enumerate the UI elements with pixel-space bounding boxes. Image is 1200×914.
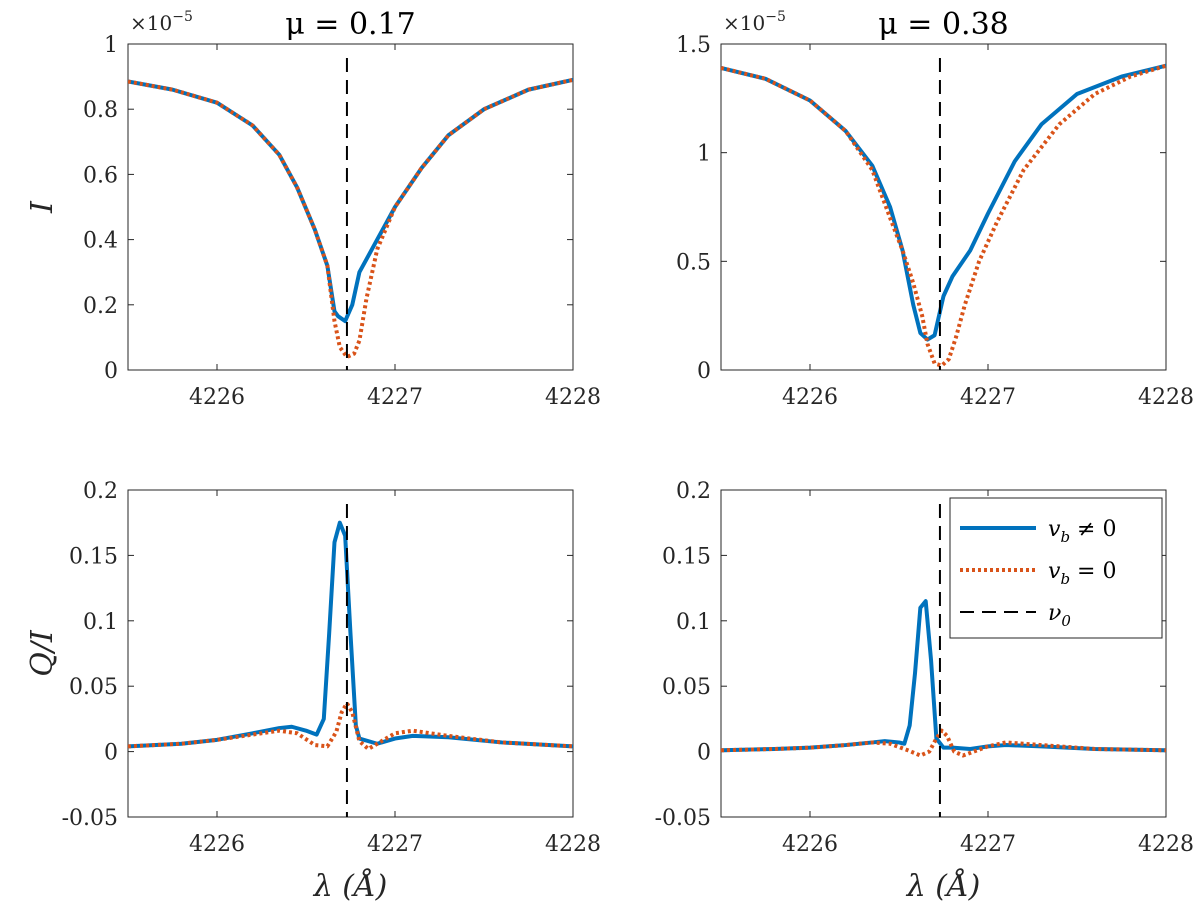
x-tick-label: 4228 bbox=[545, 385, 601, 410]
y-tick-label: 0.8 bbox=[83, 98, 118, 123]
y-tick-label: 0.05 bbox=[69, 675, 118, 700]
plot-area bbox=[720, 43, 1167, 371]
y-tick-label: 0.6 bbox=[83, 163, 118, 188]
y-tick-label: 0.1 bbox=[676, 610, 711, 635]
y-tick-label: 0.2 bbox=[83, 479, 118, 504]
y-tick-label: 0.05 bbox=[662, 675, 711, 700]
y-tick-label: -0.05 bbox=[62, 806, 118, 831]
y-tick-label: 0.2 bbox=[83, 294, 118, 319]
x-tick-label: 4226 bbox=[189, 385, 245, 410]
y-tick-label: 0.1 bbox=[83, 610, 118, 635]
y-multiplier: ×10−5 bbox=[130, 9, 193, 35]
x-tick-label: 4226 bbox=[189, 832, 245, 857]
y-tick-label: 0.5 bbox=[676, 250, 711, 275]
y-tick-label: 1 bbox=[104, 33, 118, 58]
series-line-vb_zero bbox=[128, 701, 573, 751]
panel-I_mu038: 4226 4227 4228 0 0.5 1 1.5 μ = 0.38 ×10−5 bbox=[676, 7, 1194, 410]
plot-area bbox=[127, 43, 574, 371]
x-tick-label: 4227 bbox=[367, 832, 423, 857]
y-tick-label: 1 bbox=[697, 142, 711, 167]
series-group bbox=[721, 58, 1166, 370]
x-tick-label: 4226 bbox=[782, 385, 838, 410]
x-tick-label: 4227 bbox=[367, 385, 423, 410]
y-axis-label: Q/I bbox=[25, 629, 60, 677]
panel-QI_mu017: 4226 4227 4228 -0.05 0 0.05 0.1 0.15 0.2 Q/I λ (Å) bbox=[25, 479, 601, 904]
x-tick-label: 4227 bbox=[960, 385, 1016, 410]
x-axis-label: λ (Å) bbox=[313, 868, 388, 904]
y-tick-label: 0 bbox=[697, 359, 711, 384]
x-tick-label: 4228 bbox=[1138, 832, 1194, 857]
series-line-vb_zero bbox=[721, 728, 1166, 758]
x-axis-label: λ (Å) bbox=[906, 868, 981, 904]
series-line-vb_zero bbox=[128, 77, 573, 359]
y-tick-label: -0.05 bbox=[655, 806, 711, 831]
panel-title: μ = 0.17 bbox=[285, 7, 416, 42]
y-axis-label: I bbox=[25, 200, 60, 214]
series-group bbox=[721, 504, 1166, 817]
series-group bbox=[128, 58, 573, 370]
y-tick-label: 0.15 bbox=[69, 544, 118, 569]
series-line-vb_nonzero bbox=[128, 520, 573, 749]
y-tick-label: 0.4 bbox=[83, 229, 118, 254]
legend-label-vb_nonzero: vb ≠ 0 bbox=[1048, 517, 1116, 546]
x-tick-label: 4226 bbox=[782, 832, 838, 857]
panel-title: μ = 0.38 bbox=[878, 7, 1009, 42]
series-line-vb_zero bbox=[721, 63, 1166, 368]
legend-label-nu0: ν0 bbox=[1048, 601, 1071, 630]
legend-label-vb_zero: vb = 0 bbox=[1048, 559, 1116, 588]
y-tick-label: 0.2 bbox=[676, 479, 711, 504]
y-tick-label: 0 bbox=[697, 741, 711, 766]
x-tick-label: 4227 bbox=[960, 832, 1016, 857]
x-tick-label: 4228 bbox=[1138, 385, 1194, 410]
y-tick-label: 0.15 bbox=[662, 544, 711, 569]
y-tick-label: 1.5 bbox=[676, 33, 711, 58]
x-tick-label: 4228 bbox=[545, 832, 601, 857]
y-tick-label: 0 bbox=[104, 741, 118, 766]
series-line-vb_nonzero bbox=[721, 63, 1166, 342]
y-tick-label: 0 bbox=[104, 359, 118, 384]
panel-I_mu017: 4226 4227 4228 0 0.2 0.4 0.6 0.8 1 μ = 0.17 ×10−5 I bbox=[25, 7, 601, 410]
y-multiplier: ×10−5 bbox=[723, 9, 786, 35]
series-group bbox=[128, 504, 573, 817]
legend: vb ≠ 0 vb = 0 ν0 bbox=[949, 497, 1163, 639]
